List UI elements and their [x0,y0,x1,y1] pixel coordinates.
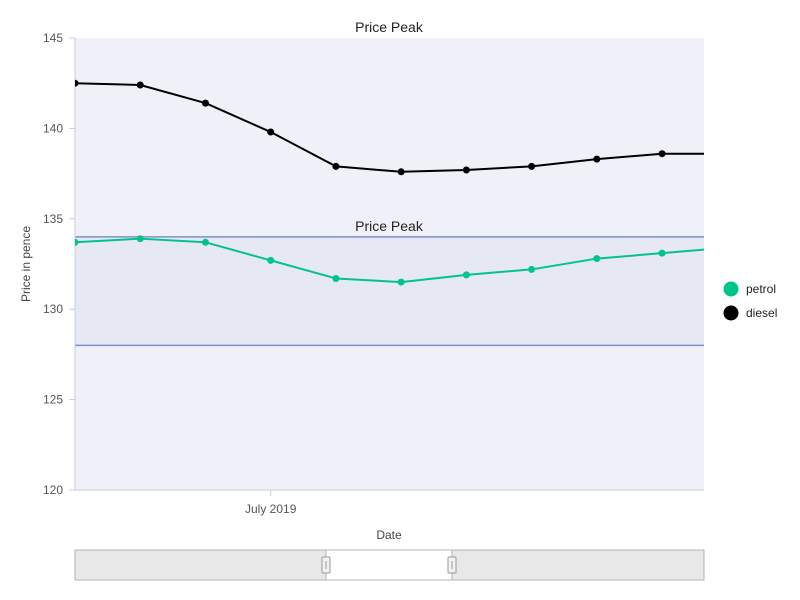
band-area [75,236,704,346]
petrol-point [332,274,340,282]
petrol-point [528,265,536,273]
petrol-point [267,256,275,264]
petrol-point [724,244,731,251]
diesel-point [658,150,666,158]
series-layer [75,79,731,286]
petrol-point [201,238,209,246]
diesel-point [136,81,144,89]
petrol-point [462,271,470,279]
x-axis-label: Date [376,528,402,542]
y-tick-label: 140 [43,121,63,135]
diesel-point [593,155,601,163]
diesel-point [332,162,340,170]
y-tick-label: 120 [43,483,63,497]
diesel-point [267,128,275,136]
navigator-handle-left[interactable] [321,556,331,574]
y-tick-label: 145 [43,31,63,45]
band-label: Price Peak [355,218,424,234]
y-axis-label: Price in pence [19,226,33,302]
axis-layer: 120 125 130 135 140 145 July 2019 [43,31,704,516]
petrol-point [658,249,666,257]
x-tick-label: July 2019 [245,502,297,516]
petrol-point [593,255,601,263]
diesel-point [462,166,470,174]
y-tick-label: 135 [43,212,63,226]
y-tick-label: 125 [43,393,63,407]
diesel-point [75,79,79,87]
navigator-handle-right[interactable] [447,556,457,574]
legend-marker-petrol [723,281,739,297]
legend-label-petrol: petrol [746,282,776,296]
series-diesel [75,79,731,176]
petrol-point [136,235,144,243]
legend-marker-diesel [723,305,739,321]
petrol-point [75,238,79,246]
diesel-point [201,99,209,107]
chart-title: Price Peak [355,19,424,35]
diesel-point [397,168,405,176]
series-petrol [75,235,731,286]
legend: petrol diesel [723,281,777,321]
diesel-point [724,150,731,157]
range-navigator[interactable] [74,549,705,581]
diesel-point [528,162,536,170]
petrol-point [397,278,405,286]
legend-label-diesel: diesel [746,306,777,320]
y-tick-label: 130 [43,302,63,316]
band-layer [75,236,704,347]
navigator-selection[interactable] [325,549,453,581]
